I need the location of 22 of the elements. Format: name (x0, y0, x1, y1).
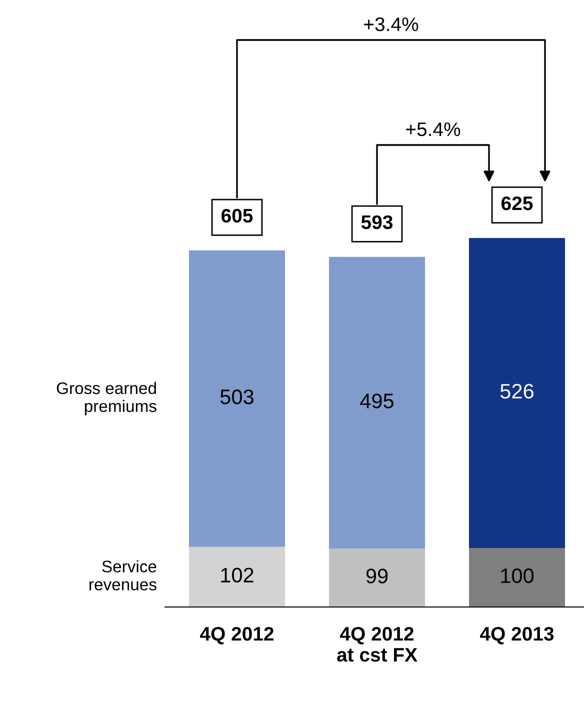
text: +3.4% (364, 17, 418, 32)
data-label: 99 (366, 568, 388, 584)
bar (469, 238, 565, 548)
data-label: 495 (360, 394, 394, 408)
bar (189, 546, 285, 607)
total-label: 593 (361, 215, 393, 230)
bar (189, 250, 285, 547)
bar (329, 256, 425, 549)
x-tick-label: 4Q 2013 (480, 626, 554, 644)
data-label: 526 (500, 384, 534, 399)
series-label: Gross earned premiums (56, 382, 156, 416)
x-tick-label: 4Q 2012 at cst FX (337, 626, 418, 662)
data-label: 100 (501, 568, 534, 584)
text: +5.4% (406, 122, 460, 136)
data-label: 503 (220, 389, 254, 404)
bar (329, 548, 425, 607)
total-label: 625 (501, 196, 533, 210)
series-label: Service revenues (90, 560, 156, 590)
total-label: 605 (221, 208, 253, 223)
x-tick-label: 4Q 2012 (200, 626, 274, 644)
bar (469, 548, 565, 607)
data-label: 102 (221, 568, 254, 583)
